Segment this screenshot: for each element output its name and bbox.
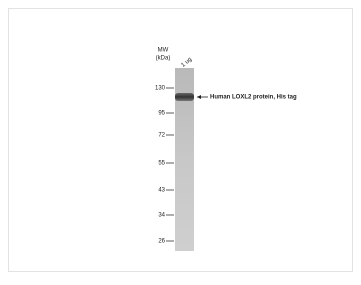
marker-label: 72 — [158, 133, 165, 139]
marker-label: 95 — [158, 111, 165, 117]
marker-label: 34 — [158, 213, 165, 219]
marker-label: 26 — [158, 239, 165, 245]
mw-unit: (kDa) — [156, 56, 171, 62]
band-label: Human LOXL2 protein, His tag — [210, 95, 297, 101]
mw-label: MW — [158, 48, 169, 54]
marker-label: 55 — [158, 161, 165, 167]
band — [175, 93, 194, 101]
marker-label: 130 — [155, 86, 166, 92]
marker-label: 43 — [158, 188, 165, 194]
blot-figure: MW (kDa) 1 ug Human LOXL2 protein, His t… — [0, 0, 361, 280]
